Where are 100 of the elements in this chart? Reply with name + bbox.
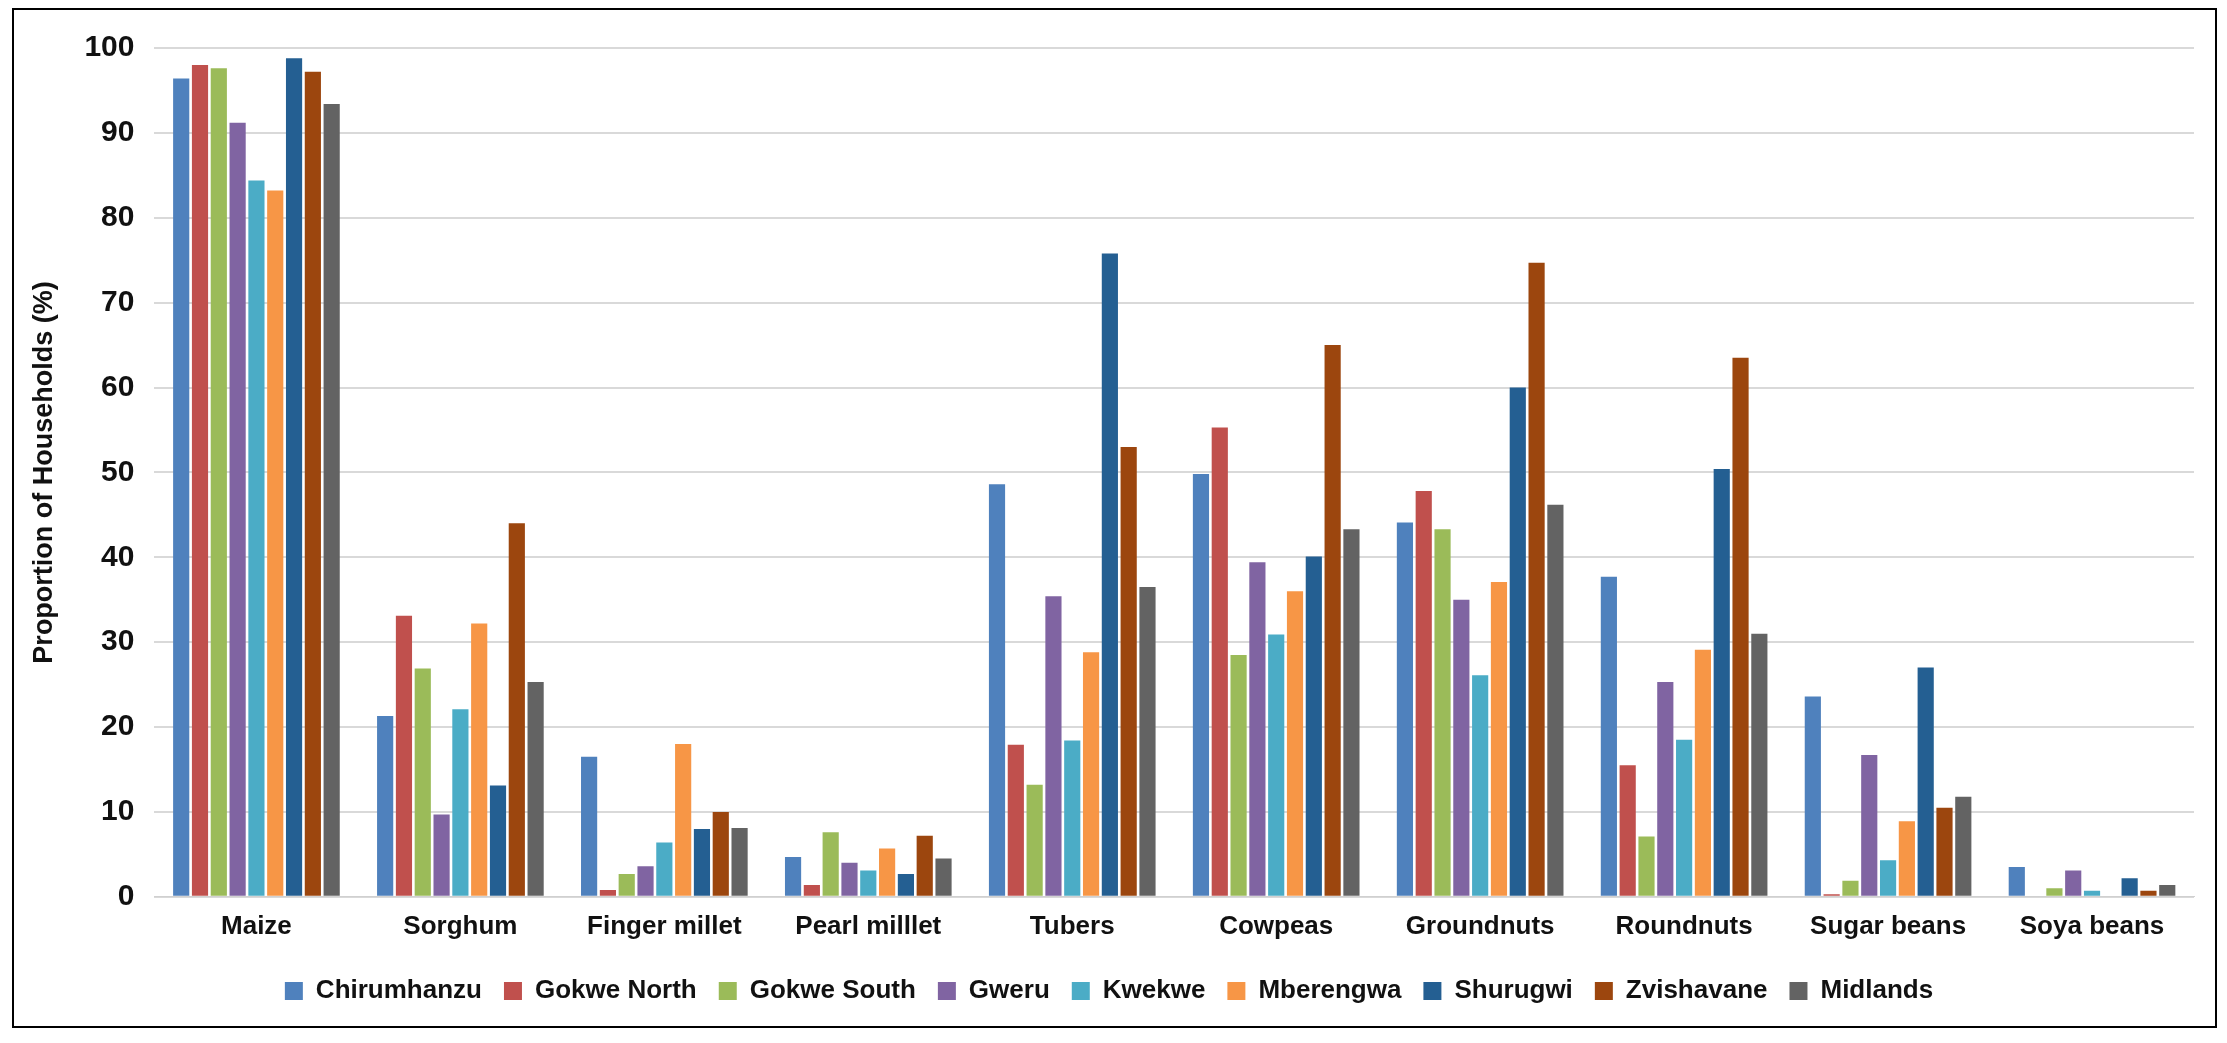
bar xyxy=(1638,836,1655,896)
bar xyxy=(1619,765,1636,896)
bar xyxy=(897,873,914,896)
bar xyxy=(1324,345,1341,896)
bar xyxy=(2121,878,2138,896)
x-tick-label: Maize xyxy=(221,909,292,940)
bar xyxy=(1343,529,1360,896)
bar xyxy=(323,104,340,896)
bar xyxy=(229,122,246,896)
bar xyxy=(1936,807,1953,896)
bar xyxy=(1955,796,1972,896)
bar xyxy=(489,785,507,896)
bar xyxy=(1804,696,1821,896)
y-axis-title: Proportion of Households (%) xyxy=(27,281,58,664)
y-tick-label: 50 xyxy=(101,453,135,487)
bar xyxy=(1842,880,1859,896)
x-tick-label: Tubers xyxy=(1029,909,1115,940)
bar xyxy=(1490,581,1508,896)
bar xyxy=(267,190,284,896)
bar xyxy=(675,744,692,896)
bar xyxy=(731,828,748,896)
bar xyxy=(1396,522,1414,896)
bar xyxy=(1472,675,1489,896)
bar xyxy=(1192,474,1210,896)
y-tick-label: 30 xyxy=(101,623,135,657)
bar xyxy=(508,523,525,896)
y-tick-label: 20 xyxy=(101,708,135,742)
bar xyxy=(693,828,711,896)
bar xyxy=(377,716,394,896)
x-tick-label: Sugar beans xyxy=(1810,909,1967,940)
bar xyxy=(2140,890,2157,896)
bar xyxy=(581,756,598,896)
y-tick-label: 70 xyxy=(101,283,135,317)
bar xyxy=(248,180,265,896)
bar xyxy=(1732,357,1749,896)
bar xyxy=(1694,649,1712,896)
legend-label: Gokwe North xyxy=(534,974,697,1005)
bar xyxy=(471,623,488,896)
bar xyxy=(656,842,673,896)
legend-label: Midlands xyxy=(1820,974,1934,1005)
legend-label: Chirumhanzu xyxy=(315,974,482,1005)
y-tick-label: 90 xyxy=(101,114,135,148)
bar xyxy=(1509,387,1526,896)
bar xyxy=(1415,491,1432,896)
bar xyxy=(191,64,209,896)
legend-label: Zvishavane xyxy=(1625,974,1768,1005)
x-tick-label: Soya beans xyxy=(2019,909,2165,940)
bar xyxy=(599,890,616,896)
bar xyxy=(618,873,635,896)
bar xyxy=(1249,562,1266,896)
bar xyxy=(395,615,413,896)
bar xyxy=(1917,667,1934,896)
bar xyxy=(1286,591,1304,896)
bar xyxy=(1600,576,1617,896)
x-tick-label: Cowpeas xyxy=(1219,909,1334,940)
x-tick-label: Groundnuts xyxy=(1405,909,1555,940)
bar xyxy=(916,835,933,896)
bar xyxy=(1082,652,1100,896)
bar xyxy=(1305,556,1322,896)
y-tick-label: 0 xyxy=(117,878,135,912)
bar xyxy=(1676,739,1693,896)
x-tick-label: Roundnuts xyxy=(1615,909,1753,940)
x-tick-label: Sorghum xyxy=(403,909,518,940)
bar xyxy=(1713,469,1730,896)
bar xyxy=(452,709,469,896)
y-tick-label: 60 xyxy=(101,368,135,402)
bar xyxy=(173,78,190,896)
bar xyxy=(935,858,952,896)
bar xyxy=(2159,884,2176,896)
bar xyxy=(1861,755,1878,896)
legend-label: Gweru xyxy=(968,974,1050,1005)
bar xyxy=(637,866,654,896)
bar xyxy=(1120,446,1137,896)
bar xyxy=(1230,654,1247,896)
bar xyxy=(784,856,802,896)
bar xyxy=(1898,821,1915,896)
bar xyxy=(712,811,729,896)
bar xyxy=(1045,596,1062,896)
bar xyxy=(1268,634,1285,896)
x-tick-label: Pearl milllet xyxy=(795,909,942,940)
bar xyxy=(860,870,877,896)
bar xyxy=(803,884,820,896)
bar xyxy=(285,58,303,896)
bar xyxy=(304,71,321,896)
bar xyxy=(1007,744,1024,896)
bar xyxy=(2046,888,2063,896)
bar xyxy=(433,814,450,896)
y-tick-label: 80 xyxy=(101,199,135,233)
bar xyxy=(1101,253,1118,896)
legend-label: Shurugwi xyxy=(1454,974,1573,1005)
bar xyxy=(210,68,227,896)
bar xyxy=(1139,586,1156,896)
bar xyxy=(822,832,839,896)
bar xyxy=(1751,633,1768,896)
bar xyxy=(527,682,544,896)
legend-label: Gokwe South xyxy=(749,974,916,1005)
legend-label: Mberengwa xyxy=(1258,974,1402,1005)
bar xyxy=(1453,599,1470,896)
bar xyxy=(1026,784,1043,896)
bar xyxy=(1657,682,1674,896)
